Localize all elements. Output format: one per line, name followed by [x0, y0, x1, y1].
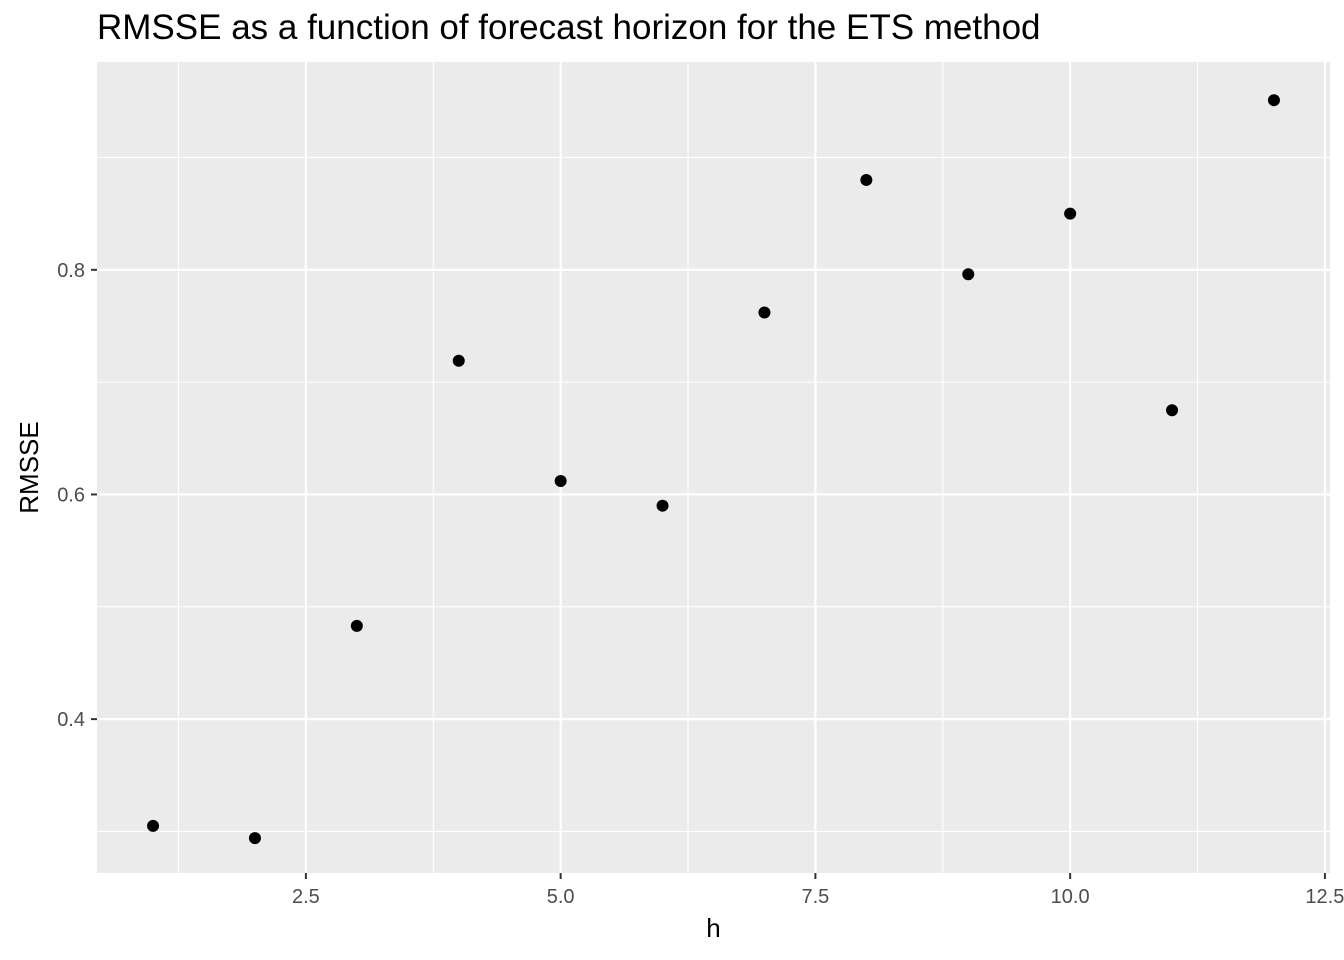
x-axis-title: h	[706, 913, 720, 943]
x-tick-label: 12.5	[1305, 886, 1344, 908]
x-tick-label: 5.0	[547, 886, 575, 908]
x-tick-label: 2.5	[292, 886, 320, 908]
data-point	[758, 306, 771, 319]
y-tick-label: 0.6	[57, 484, 85, 506]
chart-title: RMSSE as a function of forecast horizon …	[97, 8, 1041, 47]
y-tick-label: 0.4	[57, 709, 85, 731]
x-axis: 2.5 5.0 7.5 10.0 12.5	[292, 873, 1344, 908]
data-point	[248, 832, 261, 845]
data-point	[452, 354, 465, 367]
major-gridlines	[97, 62, 1330, 873]
minor-gridlines	[97, 62, 1330, 873]
data-point	[350, 619, 363, 632]
data-points	[147, 94, 1280, 845]
data-point	[962, 268, 975, 281]
y-axis: 0.4 0.6 0.8	[57, 260, 97, 731]
data-point	[656, 499, 669, 512]
data-point	[1267, 94, 1280, 107]
data-point	[1166, 404, 1179, 417]
plot-panel	[97, 62, 1330, 873]
data-point	[860, 173, 873, 186]
x-tick-label: 7.5	[801, 886, 829, 908]
data-point	[147, 819, 160, 832]
data-point	[1064, 207, 1077, 220]
y-axis-title: RMSSE	[14, 421, 44, 513]
x-tick-label: 10.0	[1051, 886, 1090, 908]
y-tick-label: 0.8	[57, 260, 85, 282]
data-point	[554, 474, 567, 487]
